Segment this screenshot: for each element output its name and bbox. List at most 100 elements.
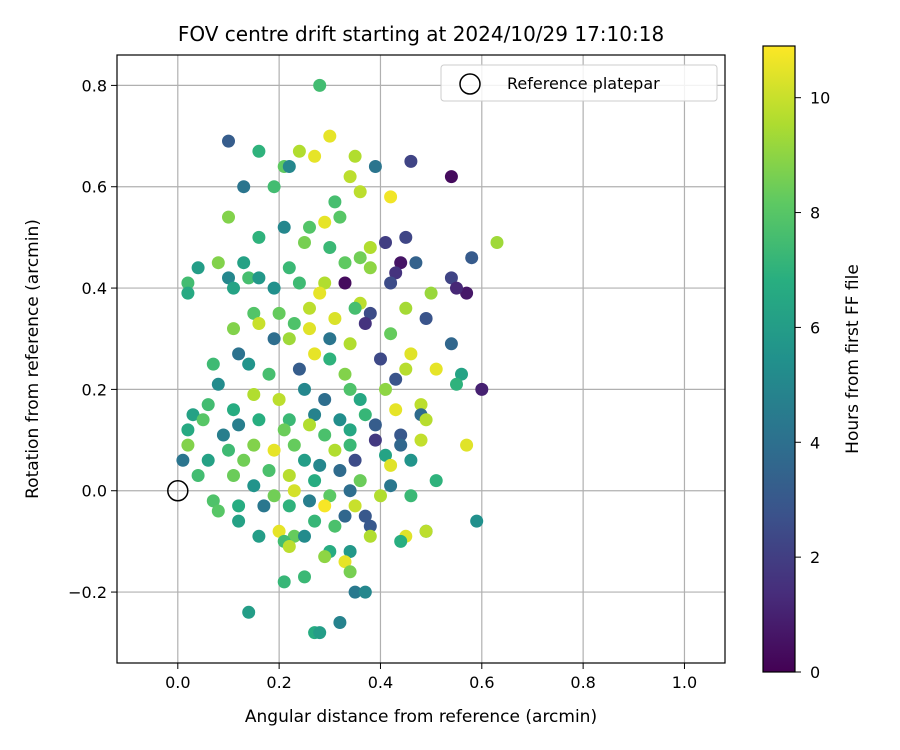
data-point [272, 524, 286, 538]
data-point [303, 220, 316, 234]
x-tick-label: 0.0 [165, 673, 190, 692]
data-point [308, 474, 322, 488]
data-point [313, 78, 327, 92]
data-point [242, 271, 256, 285]
data-point [277, 423, 291, 437]
x-tick-label: 0.4 [368, 673, 393, 692]
data-point [211, 377, 225, 391]
y-tick-label: 0.6 [82, 178, 107, 197]
data-point [450, 281, 463, 295]
data-point [374, 352, 387, 366]
data-point [181, 276, 195, 290]
x-tick-label: 0.6 [469, 673, 494, 692]
data-point [353, 251, 367, 265]
data-point [318, 499, 332, 513]
data-point [470, 514, 484, 528]
data-point [338, 256, 352, 270]
data-point [292, 144, 306, 158]
data-point [201, 398, 215, 412]
data-point [429, 362, 443, 376]
data-point [252, 529, 266, 543]
data-point [237, 453, 251, 467]
legend-box [440, 64, 718, 102]
data-point [308, 149, 322, 163]
data-point [196, 413, 210, 427]
data-point [232, 418, 246, 432]
data-point [368, 160, 382, 173]
data-point [333, 413, 347, 427]
data-point [287, 438, 301, 452]
data-point [419, 524, 433, 538]
data-point [450, 377, 463, 391]
data-point [191, 469, 205, 482]
data-point [303, 301, 316, 315]
data-point [247, 479, 261, 493]
data-point [308, 514, 322, 528]
data-point [323, 352, 337, 366]
data-point [247, 388, 261, 401]
x-axis-label: Angular distance from reference (arcmin) [245, 707, 597, 727]
data-point [252, 413, 266, 427]
data-point [298, 529, 311, 543]
data-point [384, 479, 398, 493]
data-point [292, 362, 306, 376]
colorbar-tick-label: 2 [810, 548, 820, 567]
data-point [343, 337, 357, 351]
reference-marker [167, 479, 189, 502]
data-point [267, 281, 281, 295]
data-point [252, 271, 266, 285]
data-point [379, 382, 392, 396]
data-point [338, 555, 352, 569]
data-point [348, 499, 362, 513]
data-point [419, 312, 433, 325]
data-point [267, 180, 281, 194]
data-point [338, 367, 352, 381]
data-point [475, 382, 489, 396]
data-point [455, 367, 468, 381]
data-point [303, 494, 316, 508]
data-point [348, 301, 362, 315]
data-point [181, 286, 195, 300]
data-point [404, 453, 418, 467]
data-point [343, 382, 357, 396]
data-point [252, 144, 266, 158]
data-point [267, 489, 281, 503]
data-point [363, 241, 377, 254]
data-point [181, 438, 195, 452]
data-point [262, 464, 276, 477]
data-point [186, 408, 200, 422]
data-point [409, 256, 423, 270]
y-axis-ticks: −0.2 0.0 0.2 0.4 0.6 0.8 [68, 76, 117, 602]
data-point [343, 438, 357, 452]
chart-title: FOV centre drift starting at 2024/10/29 … [178, 22, 664, 46]
data-point [358, 509, 372, 523]
data-point [298, 236, 311, 249]
data-point [338, 276, 352, 290]
data-point [384, 190, 398, 204]
data-point [282, 261, 296, 275]
data-point [318, 550, 332, 564]
data-point [389, 266, 403, 280]
data-point [282, 160, 296, 173]
data-point [343, 545, 357, 558]
data-point [227, 281, 240, 295]
data-point [384, 276, 398, 290]
data-point [247, 306, 261, 320]
data-point [298, 570, 311, 584]
data-point [292, 276, 306, 290]
data-point [287, 317, 301, 330]
data-point [216, 428, 230, 442]
y-tick-label: −0.2 [68, 583, 107, 602]
data-point [272, 306, 286, 320]
data-point [323, 332, 337, 346]
colorbar-tick-label: 8 [810, 204, 820, 223]
data-point [358, 408, 372, 422]
data-point [399, 230, 413, 244]
data-point [237, 256, 251, 270]
colorbar: 0 2 4 6 8 10 Hours from first FF file [762, 45, 863, 682]
data-point [394, 438, 408, 452]
data-point [308, 347, 322, 361]
data-point [308, 408, 322, 422]
data-point [404, 154, 418, 168]
